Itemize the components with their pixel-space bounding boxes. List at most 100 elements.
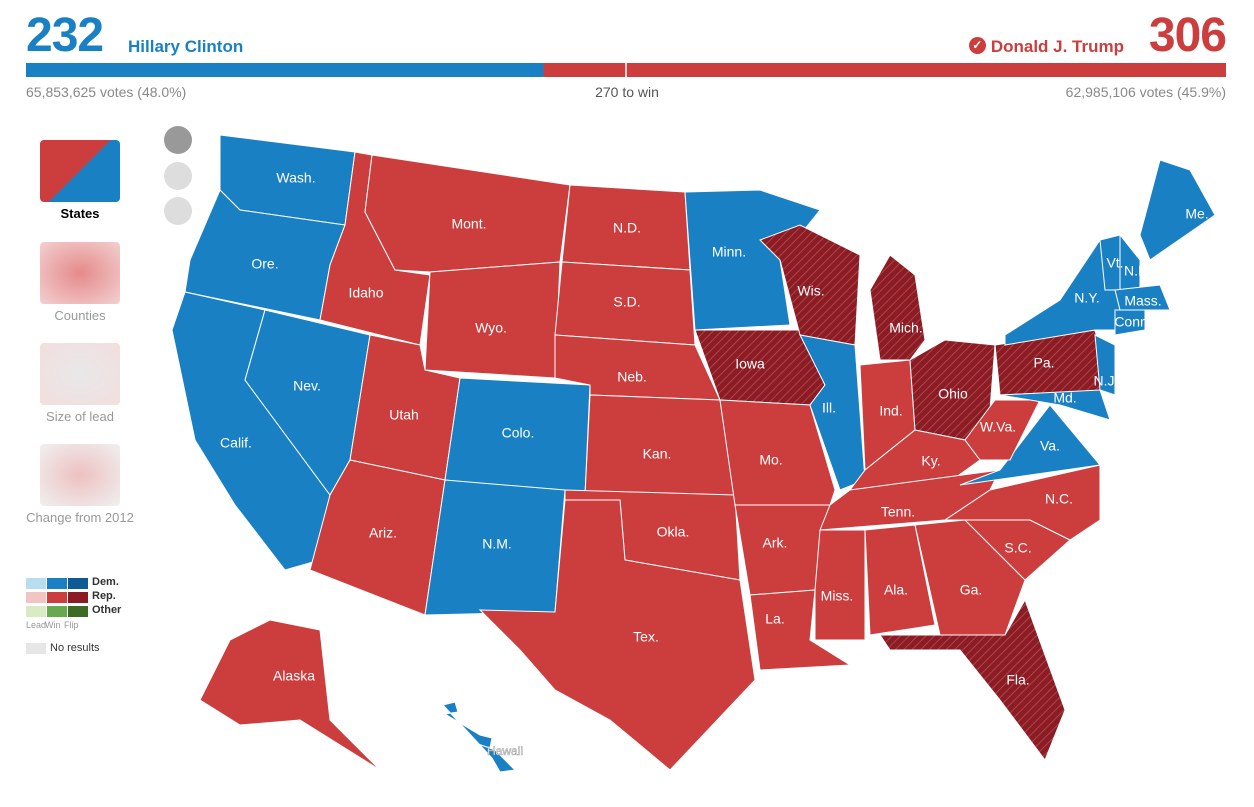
view-option[interactable]: Change from 2012: [20, 444, 140, 525]
state-shape: [959, 404, 1101, 486]
view-thumbnail: [40, 140, 120, 202]
state-label: Neb.: [617, 369, 647, 385]
legend-swatch: [68, 606, 88, 617]
state-shape: [909, 339, 996, 441]
view-thumbnail: [40, 444, 120, 506]
state-shape: [943, 464, 1101, 541]
state-shape: [442, 701, 517, 773]
state-label: Md.: [1053, 390, 1076, 406]
state-shape: [554, 334, 721, 401]
legend-swatch: [26, 578, 46, 589]
view-thumbnail: [40, 343, 120, 405]
legend-swatch: [47, 578, 67, 589]
state-label: N.J.: [1094, 373, 1119, 389]
state-shape: [244, 309, 371, 496]
state-shape: [848, 429, 981, 491]
state-label: Pa.: [1033, 355, 1054, 371]
state-label: Mich.: [889, 320, 922, 336]
state-label: Okla.: [657, 524, 690, 540]
zoom-in[interactable]: [164, 126, 192, 154]
state-label: Wis.: [797, 283, 824, 299]
state-label: Miss.: [821, 588, 854, 604]
state-label: Vt.: [1106, 255, 1123, 271]
state-label: Ill.: [822, 400, 836, 416]
state-label: N.Y.: [1074, 290, 1099, 306]
reset[interactable]: [164, 197, 192, 225]
state-label: Mo.: [759, 452, 782, 468]
legend-none: No results: [50, 642, 100, 654]
state-label: S.C.: [1004, 540, 1031, 556]
state-shape: [759, 224, 861, 346]
state-label: Ky.: [921, 453, 940, 469]
state-label: Alaska: [273, 668, 315, 684]
state-shape: [424, 479, 566, 616]
state-shape: [864, 524, 936, 636]
state-label: Mass.: [1124, 293, 1161, 309]
state-label: Kan.: [643, 446, 672, 462]
view-option[interactable]: States: [20, 140, 140, 221]
state-shape: [734, 504, 831, 596]
state-label: Ark.: [763, 535, 788, 551]
state-label: N.M.: [482, 536, 512, 552]
state-shape: [184, 189, 346, 321]
state-shape: [1114, 309, 1146, 336]
rep-name-text: Donald J. Trump: [990, 37, 1124, 56]
state-label: Minn.: [712, 244, 746, 260]
state-label: N.D.: [613, 220, 641, 236]
state-label: N.H.: [1124, 263, 1152, 279]
state-shape: [963, 519, 1071, 581]
threshold: 270 to win: [595, 84, 659, 100]
state-shape: [914, 519, 1026, 636]
state-shape: [819, 469, 1001, 531]
state-shape: [478, 499, 756, 771]
state-shape: [799, 334, 866, 491]
state-label: Me.: [1185, 206, 1208, 222]
state-label: Ga.: [960, 582, 983, 598]
state-shape: [994, 329, 1111, 396]
legend-swatch: [47, 606, 67, 617]
state-label: Va.: [1040, 438, 1060, 454]
state-label: Ore.: [251, 256, 278, 272]
electoral-bar: [26, 63, 1226, 77]
legend-party: Dem.: [92, 576, 119, 588]
state-shape: [1004, 239, 1121, 346]
rep-electoral: 306: [1148, 9, 1227, 62]
winner-check: ✓: [968, 37, 986, 54]
state-shape: [554, 261, 696, 346]
dem-popular: 65,853,625 votes (48.0%): [26, 84, 187, 100]
state-shape: [364, 154, 571, 273]
view-label: Size of lead: [46, 409, 114, 424]
state-label: Ind.: [879, 403, 902, 419]
legend-swatch: [26, 606, 46, 617]
state-label: Idaho: [348, 285, 383, 301]
zoom-out[interactable]: [164, 162, 192, 190]
legend-party: Rep.: [92, 590, 116, 602]
legend-kind: Flip: [64, 620, 79, 630]
legend-swatch: [26, 592, 46, 603]
state-shape: [1094, 334, 1116, 396]
dem-bar: [26, 63, 544, 77]
state-label: Fla.: [1006, 672, 1029, 688]
state-shape: [1099, 234, 1121, 291]
state-label: Ohio: [938, 386, 968, 402]
view-option[interactable]: Size of lead: [20, 343, 140, 424]
state-shape: [199, 619, 381, 771]
state-shape: [424, 261, 561, 379]
state-label: Mont.: [451, 216, 486, 232]
legend-swatch: [68, 578, 88, 589]
state-label: Utah: [389, 407, 419, 423]
state-shape: [749, 589, 852, 671]
state-shape: [309, 459, 446, 616]
view-label: Change from 2012: [26, 510, 134, 525]
state-shape: [1119, 233, 1141, 291]
legend-party: Other: [92, 604, 122, 616]
dem-electoral: 232: [26, 9, 104, 62]
state-label: Tex.: [633, 629, 659, 645]
state-label: Calif.: [220, 435, 252, 451]
state-label: Conn.: [1114, 314, 1151, 330]
state-shape: [999, 389, 1111, 421]
view-option[interactable]: Counties: [20, 242, 140, 323]
state-shape: [684, 189, 821, 331]
state-shape: [584, 394, 736, 496]
